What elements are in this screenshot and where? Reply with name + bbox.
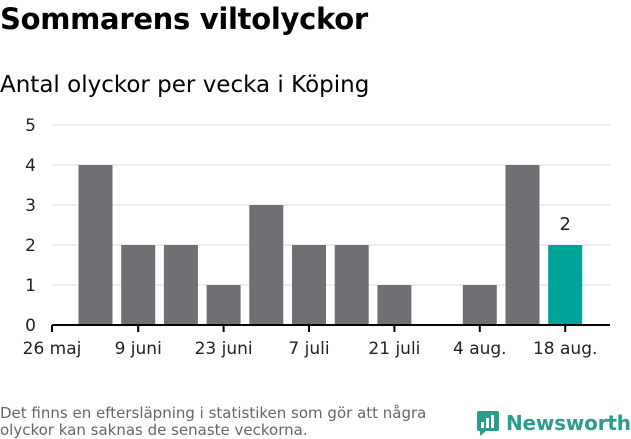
bar	[292, 245, 326, 325]
bar	[377, 285, 412, 325]
chart-title: Sommarens viltolyckor	[0, 2, 368, 36]
y-tick-label: 2	[25, 236, 36, 256]
bar	[163, 245, 198, 325]
bar	[206, 285, 241, 325]
bar-chart: 0 1 2 3 4 5 2 26 maj 9 juni 23 juni 7 juli 21 juli 4…	[23, 116, 610, 359]
chart-subtitle: Antal olyckor per vecka i Köping	[0, 72, 370, 98]
x-tick-label: 26 maj	[23, 339, 82, 359]
bar	[121, 245, 156, 325]
bar	[249, 205, 284, 325]
x-tick-label: 9 juni	[115, 339, 162, 359]
y-tick-label: 0	[25, 316, 36, 336]
bar-highlight	[548, 245, 583, 325]
bar	[78, 165, 113, 325]
y-tick-label: 1	[25, 276, 36, 296]
y-tick-label: 5	[25, 116, 36, 136]
bar	[462, 285, 497, 325]
x-tick-label: 7 juli	[288, 339, 329, 359]
newsworthy-logo-icon	[477, 411, 499, 436]
x-tick-label: 21 juli	[368, 339, 420, 359]
footnote: Det finns en eftersläpning i statistiken…	[0, 404, 427, 439]
bar	[505, 165, 540, 325]
y-tick-label: 3	[25, 196, 36, 216]
x-tick-label: 23 juni	[195, 339, 253, 359]
x-tick-label: 4 aug.	[453, 339, 507, 359]
brand-logo: Newsworthy	[476, 410, 631, 436]
data-label: 2	[559, 214, 570, 235]
bar	[334, 245, 369, 325]
y-tick-label: 4	[25, 156, 36, 176]
brand-name: Newsworthy	[506, 411, 631, 435]
x-tick-label: 18 aug.	[533, 339, 597, 359]
